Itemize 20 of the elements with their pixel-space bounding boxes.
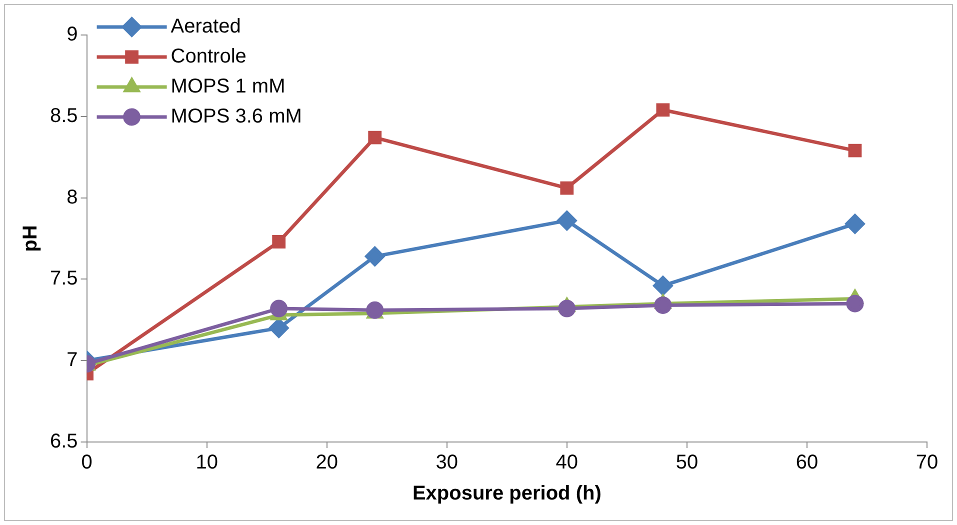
x-tick-label: 60 xyxy=(796,452,818,474)
legend-label: Controle xyxy=(170,46,246,68)
y-tick-label: 9 xyxy=(66,24,78,46)
x-tick-label: 10 xyxy=(196,452,218,474)
legend-label: Aerated xyxy=(170,16,241,38)
x-tick-label: 0 xyxy=(81,452,92,474)
y-tick-label: 7 xyxy=(66,349,78,372)
x-axis-title: Exposure period (h) xyxy=(412,482,602,505)
x-tick-label: 20 xyxy=(316,452,338,474)
y-tick-label: 8 xyxy=(66,186,78,208)
x-tick-label: 30 xyxy=(436,452,458,474)
x-tick-label: 70 xyxy=(916,452,938,474)
y-axis-title: pH xyxy=(20,225,42,252)
legend-label: MOPS 1 mM xyxy=(170,76,286,98)
y-tick-label: 6.5 xyxy=(50,430,78,453)
x-tick-label: 50 xyxy=(676,452,698,474)
y-tick-label: 8.5 xyxy=(50,104,78,127)
y-tick-label: 7.5 xyxy=(50,268,78,290)
x-tick-label: 40 xyxy=(556,452,578,474)
legend-label: MOPS 3.6 mM xyxy=(170,106,302,128)
